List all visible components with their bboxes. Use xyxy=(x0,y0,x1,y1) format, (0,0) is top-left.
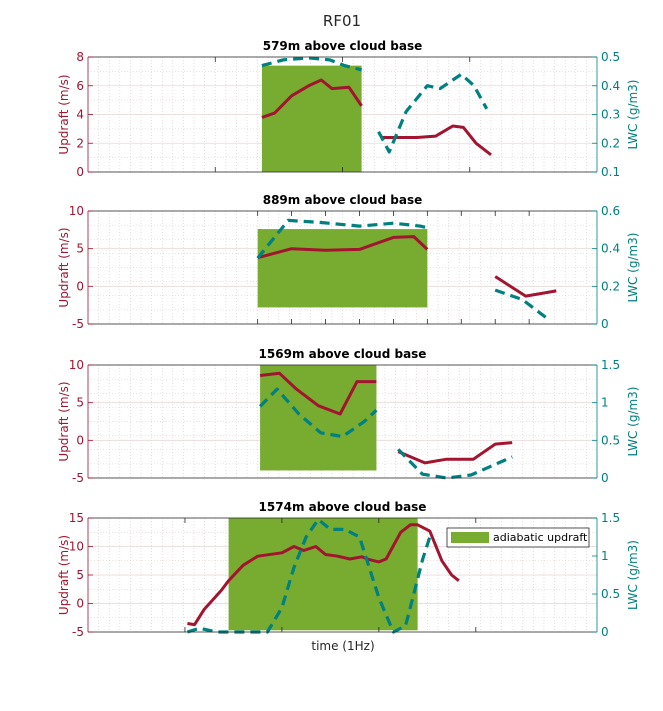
lwc-line-segment-1 xyxy=(258,387,378,439)
lwc-line-segment-2 xyxy=(494,288,551,322)
y-right-tick-label: 0.5 xyxy=(601,433,620,447)
y-left-tick-label: 0 xyxy=(76,597,84,611)
y-left-tick-label: 10 xyxy=(69,358,84,372)
y-right-tick-label: 0.4 xyxy=(601,242,620,256)
panel-title: 1574m above cloud base xyxy=(259,500,427,514)
y-right-tick-label: 1.5 xyxy=(601,511,620,525)
y-right-label: LWC (g/m3) xyxy=(626,540,640,610)
updraft-line-segment-2 xyxy=(397,441,513,465)
legend-swatch xyxy=(451,532,489,543)
y-left-tick-label: -5 xyxy=(72,625,84,639)
lwc-line-segment-1 xyxy=(261,56,362,72)
y-left-tick-label: 0 xyxy=(76,433,84,447)
y-right-tick-label: 0.6 xyxy=(601,204,620,218)
y-right-tick-label: 0.5 xyxy=(601,50,620,64)
y-left-tick-label: 5 xyxy=(76,396,84,410)
y-left-tick-label: 2 xyxy=(76,136,84,150)
y-right-label: LWC (g/m3) xyxy=(626,80,640,150)
y-right-tick-label: 0.2 xyxy=(601,279,620,293)
lwc-line-segment-2 xyxy=(397,448,513,480)
y-right-tick-label: 1.5 xyxy=(601,358,620,372)
y-left-tick-label: 4 xyxy=(76,108,84,122)
updraft-line-segment-1 xyxy=(187,523,460,627)
y-left-tick-label: 10 xyxy=(69,204,84,218)
lwc-line-segment-1 xyxy=(256,218,428,260)
y-right-tick-label: 0.3 xyxy=(601,108,620,122)
updraft-line-segment-2 xyxy=(380,124,492,156)
y-right-tick-label: 0.1 xyxy=(601,165,620,179)
updraft-line-segment-1 xyxy=(259,371,377,416)
y-right-tick-label: 0 xyxy=(601,471,609,485)
panel-1: 0 2 4 6 8 0.1 0.2 0.3 0.4 0.5 579m above cloud bas… xyxy=(57,39,640,179)
y-right-tick-label: 0.2 xyxy=(601,136,620,150)
figure-title: RF01 xyxy=(323,12,361,30)
y-left-tick-label: -5 xyxy=(72,317,84,331)
y-left-tick-label: 10 xyxy=(69,540,84,554)
y-right-tick-label: 0 xyxy=(601,625,609,639)
panel-title: 889m above cloud base xyxy=(263,193,423,207)
panel-3: -5 0 5 10 0 0.5 1 1.5 1569m above cloud base Updr… xyxy=(57,347,640,485)
updraft-line-segment-2 xyxy=(494,275,557,298)
panel-title: 579m above cloud base xyxy=(263,39,423,53)
y-left-tick-label: -5 xyxy=(72,471,84,485)
panel-title: 1569m above cloud base xyxy=(259,347,427,361)
chart-panels: 0 2 4 6 8 0.1 0.2 0.3 0.4 0.5 579m above cloud bas… xyxy=(57,39,640,639)
y-left-tick-label: 0 xyxy=(76,165,84,179)
lwc-line-segment-2 xyxy=(377,72,489,154)
y-left-tick-label: 0 xyxy=(76,279,84,293)
y-left-label: Updraft (m/s) xyxy=(57,74,71,154)
legend-label: adiabatic updraft xyxy=(493,531,588,544)
y-right-tick-label: 1 xyxy=(601,396,609,410)
y-right-tick-label: 0 xyxy=(601,317,609,331)
updraft-line-segment-1 xyxy=(257,235,429,260)
panel-2: -5 0 5 10 0 0.2 0.4 0.6 889m above cloud base Upd… xyxy=(57,193,640,331)
updraft-line-segment-1 xyxy=(261,78,363,119)
adiabatic-updraft-band xyxy=(228,518,418,631)
y-left-label: Updraft (m/s) xyxy=(57,227,71,307)
y-left-label: Updraft (m/s) xyxy=(57,535,71,615)
y-left-tick-label: 8 xyxy=(76,50,84,64)
panel-4: -5 0 5 10 15 0 0.5 1 1.5 1574m above cloud base Up… xyxy=(57,500,640,639)
adiabatic-updraft-band xyxy=(261,65,362,172)
x-axis-label: time (1Hz) xyxy=(311,639,374,653)
y-right-tick-label: 1 xyxy=(601,549,609,563)
y-left-tick-label: 5 xyxy=(76,242,84,256)
legend: adiabatic updraft xyxy=(446,527,590,548)
y-right-tick-label: 0.5 xyxy=(601,587,620,601)
y-left-tick-label: 5 xyxy=(76,568,84,582)
adiabatic-updraft-band xyxy=(257,229,428,308)
y-left-label: Updraft (m/s) xyxy=(57,381,71,461)
y-right-tick-label: 0.4 xyxy=(601,79,620,93)
y-left-tick-label: 15 xyxy=(69,511,84,525)
y-right-label: LWC (g/m3) xyxy=(626,233,640,303)
y-right-label: LWC (g/m3) xyxy=(626,387,640,457)
y-left-tick-label: 6 xyxy=(76,79,84,93)
